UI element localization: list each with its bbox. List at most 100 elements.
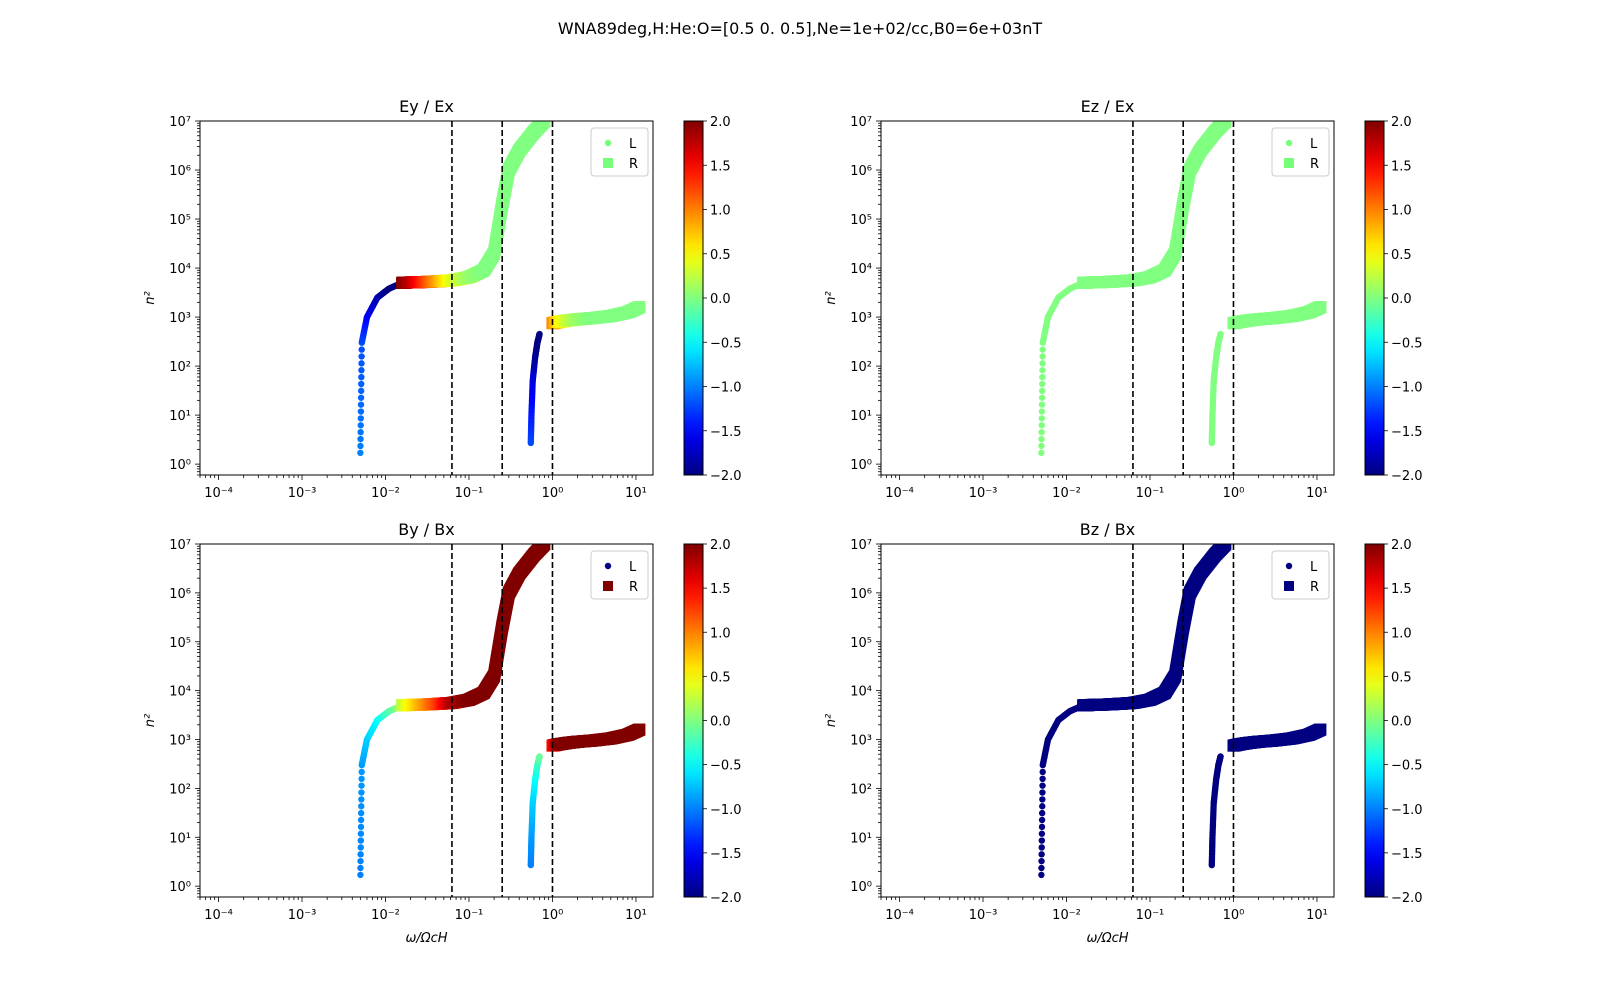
data-point-l — [358, 789, 365, 796]
colorbar-tick-label: −1.5 — [710, 425, 742, 440]
y-tick-label: 10⁷ — [850, 115, 872, 130]
data-point-l — [1217, 330, 1224, 338]
y-tick-label: 10¹ — [169, 409, 191, 424]
colorbar-tick-label: 0.0 — [1391, 715, 1412, 730]
data-point-l — [536, 753, 543, 760]
series-L — [357, 702, 406, 879]
data-point-l — [358, 353, 365, 360]
x-axis-label: ω/ΩcH — [405, 931, 447, 946]
y-tick-label: 10² — [850, 360, 872, 375]
series-R — [546, 723, 646, 752]
data-point-l — [357, 408, 365, 415]
data-point-l — [1038, 394, 1046, 401]
colorbar: 2.0 1.5 1.0 0.5 0.0 −0.5 −1.0 −1.5 −2.0 — [1364, 538, 1423, 906]
series-L — [1038, 279, 1087, 457]
data-point-l — [1039, 789, 1046, 796]
data-point-l — [358, 380, 365, 388]
y-axis-label: n² — [143, 291, 158, 304]
colorbar-tick-label: 2.0 — [710, 115, 731, 130]
y-tick-label: 10⁴ — [169, 262, 191, 277]
x-tick-label: 10¹ — [1306, 486, 1328, 501]
data-point-r — [1219, 544, 1232, 550]
data-point-l — [357, 449, 364, 457]
y-tick-label: 10⁶ — [850, 164, 872, 179]
series-L — [1038, 702, 1087, 879]
subplot-title: Ez / Ex — [1081, 97, 1135, 116]
y-tick-label: 10² — [169, 782, 191, 797]
series-L — [527, 753, 543, 869]
x-tick-label: 10⁻³ — [288, 486, 317, 501]
series-R — [396, 121, 551, 289]
colorbar-tick-label: 1.0 — [710, 626, 731, 641]
data-point-l — [358, 796, 365, 803]
data-point-l — [1038, 864, 1045, 872]
colorbar-tick-label: 0.0 — [710, 292, 731, 307]
legend-box — [1271, 550, 1330, 600]
y-axis-label: n² — [824, 291, 839, 304]
colorbar-tick-label: 1.5 — [1391, 159, 1412, 174]
data-point-l — [358, 346, 365, 353]
data-point-l — [357, 816, 365, 824]
data-point-l — [1039, 782, 1046, 789]
x-tick-label: 10⁻² — [371, 486, 400, 501]
x-tick-label: 10⁻⁴ — [885, 486, 914, 501]
legend-box — [590, 550, 649, 600]
data-point-l — [357, 857, 364, 865]
colorbar-tick-label: −2.0 — [1391, 469, 1423, 484]
colorbar-tick-label: 1.0 — [1391, 626, 1412, 641]
colorbar: 2.0 1.5 1.0 0.5 0.0 −0.5 −1.0 −1.5 −2.0 — [1364, 115, 1423, 484]
data-point-l — [358, 768, 365, 776]
y-tick-label: 10⁵ — [169, 636, 191, 651]
data-point-l — [1038, 809, 1046, 817]
series-R — [1227, 723, 1327, 752]
colorbar-tick-label: 1.5 — [710, 582, 731, 597]
x-tick-label: 10⁻⁴ — [885, 908, 914, 923]
data-point-l — [358, 367, 365, 374]
data-point-l — [1039, 367, 1046, 374]
data-point-l — [1038, 823, 1046, 831]
data-point-l — [1038, 442, 1045, 450]
y-tick-label: 10⁵ — [850, 213, 872, 228]
series-L — [1208, 753, 1224, 869]
data-point-l — [357, 871, 364, 879]
colorbar-tick-label: −1.5 — [1391, 847, 1423, 862]
y-tick-label: 10⁷ — [169, 538, 191, 553]
data-point-l — [357, 401, 365, 408]
legend: LR — [590, 550, 649, 600]
x-tick-label: 10⁻¹ — [1136, 908, 1165, 923]
y-tick-label: 10⁷ — [169, 115, 191, 130]
x-tick-label: 10⁻² — [371, 908, 400, 923]
scatter-points — [357, 544, 646, 879]
legend-label-l: L — [629, 137, 637, 152]
data-point-l — [358, 775, 365, 783]
axes-frame — [199, 120, 654, 476]
y-tick-label: 10² — [169, 360, 191, 375]
x-tick-label: 10⁻⁴ — [204, 908, 233, 923]
y-tick-label: 10⁶ — [850, 587, 872, 602]
data-point-l — [1039, 360, 1046, 367]
legend-marker-l — [1285, 562, 1293, 570]
data-point-l — [358, 803, 365, 810]
y-tick-label: 10³ — [850, 311, 872, 326]
colorbar-tick-label: −1.5 — [1391, 425, 1423, 440]
y-tick-label: 10⁴ — [850, 685, 872, 700]
data-point-l — [1039, 796, 1046, 803]
colorbar: 2.0 1.5 1.0 0.5 0.0 −0.5 −1.0 −1.5 −2.0 — [683, 538, 742, 906]
axes-frame — [880, 120, 1335, 476]
data-point-l — [357, 809, 365, 817]
data-point-l — [357, 428, 364, 436]
data-point-l — [357, 387, 365, 395]
legend-marker-r — [603, 581, 613, 591]
colorbar-tick-label: −0.5 — [710, 759, 742, 774]
legend-label-r: R — [1310, 580, 1319, 595]
y-tick-label: 10¹ — [850, 831, 872, 846]
legend-marker-r — [1284, 158, 1294, 168]
colorbar-tick-label: 0.5 — [1391, 670, 1412, 685]
x-tick-label: 10⁻² — [1052, 908, 1081, 923]
y-tick-label: 10⁷ — [850, 538, 872, 553]
x-tick-label: 10⁻⁴ — [204, 486, 233, 501]
x-tick-label: 10⁰ — [542, 908, 564, 923]
series-R — [396, 544, 551, 712]
data-point-l — [357, 823, 365, 831]
